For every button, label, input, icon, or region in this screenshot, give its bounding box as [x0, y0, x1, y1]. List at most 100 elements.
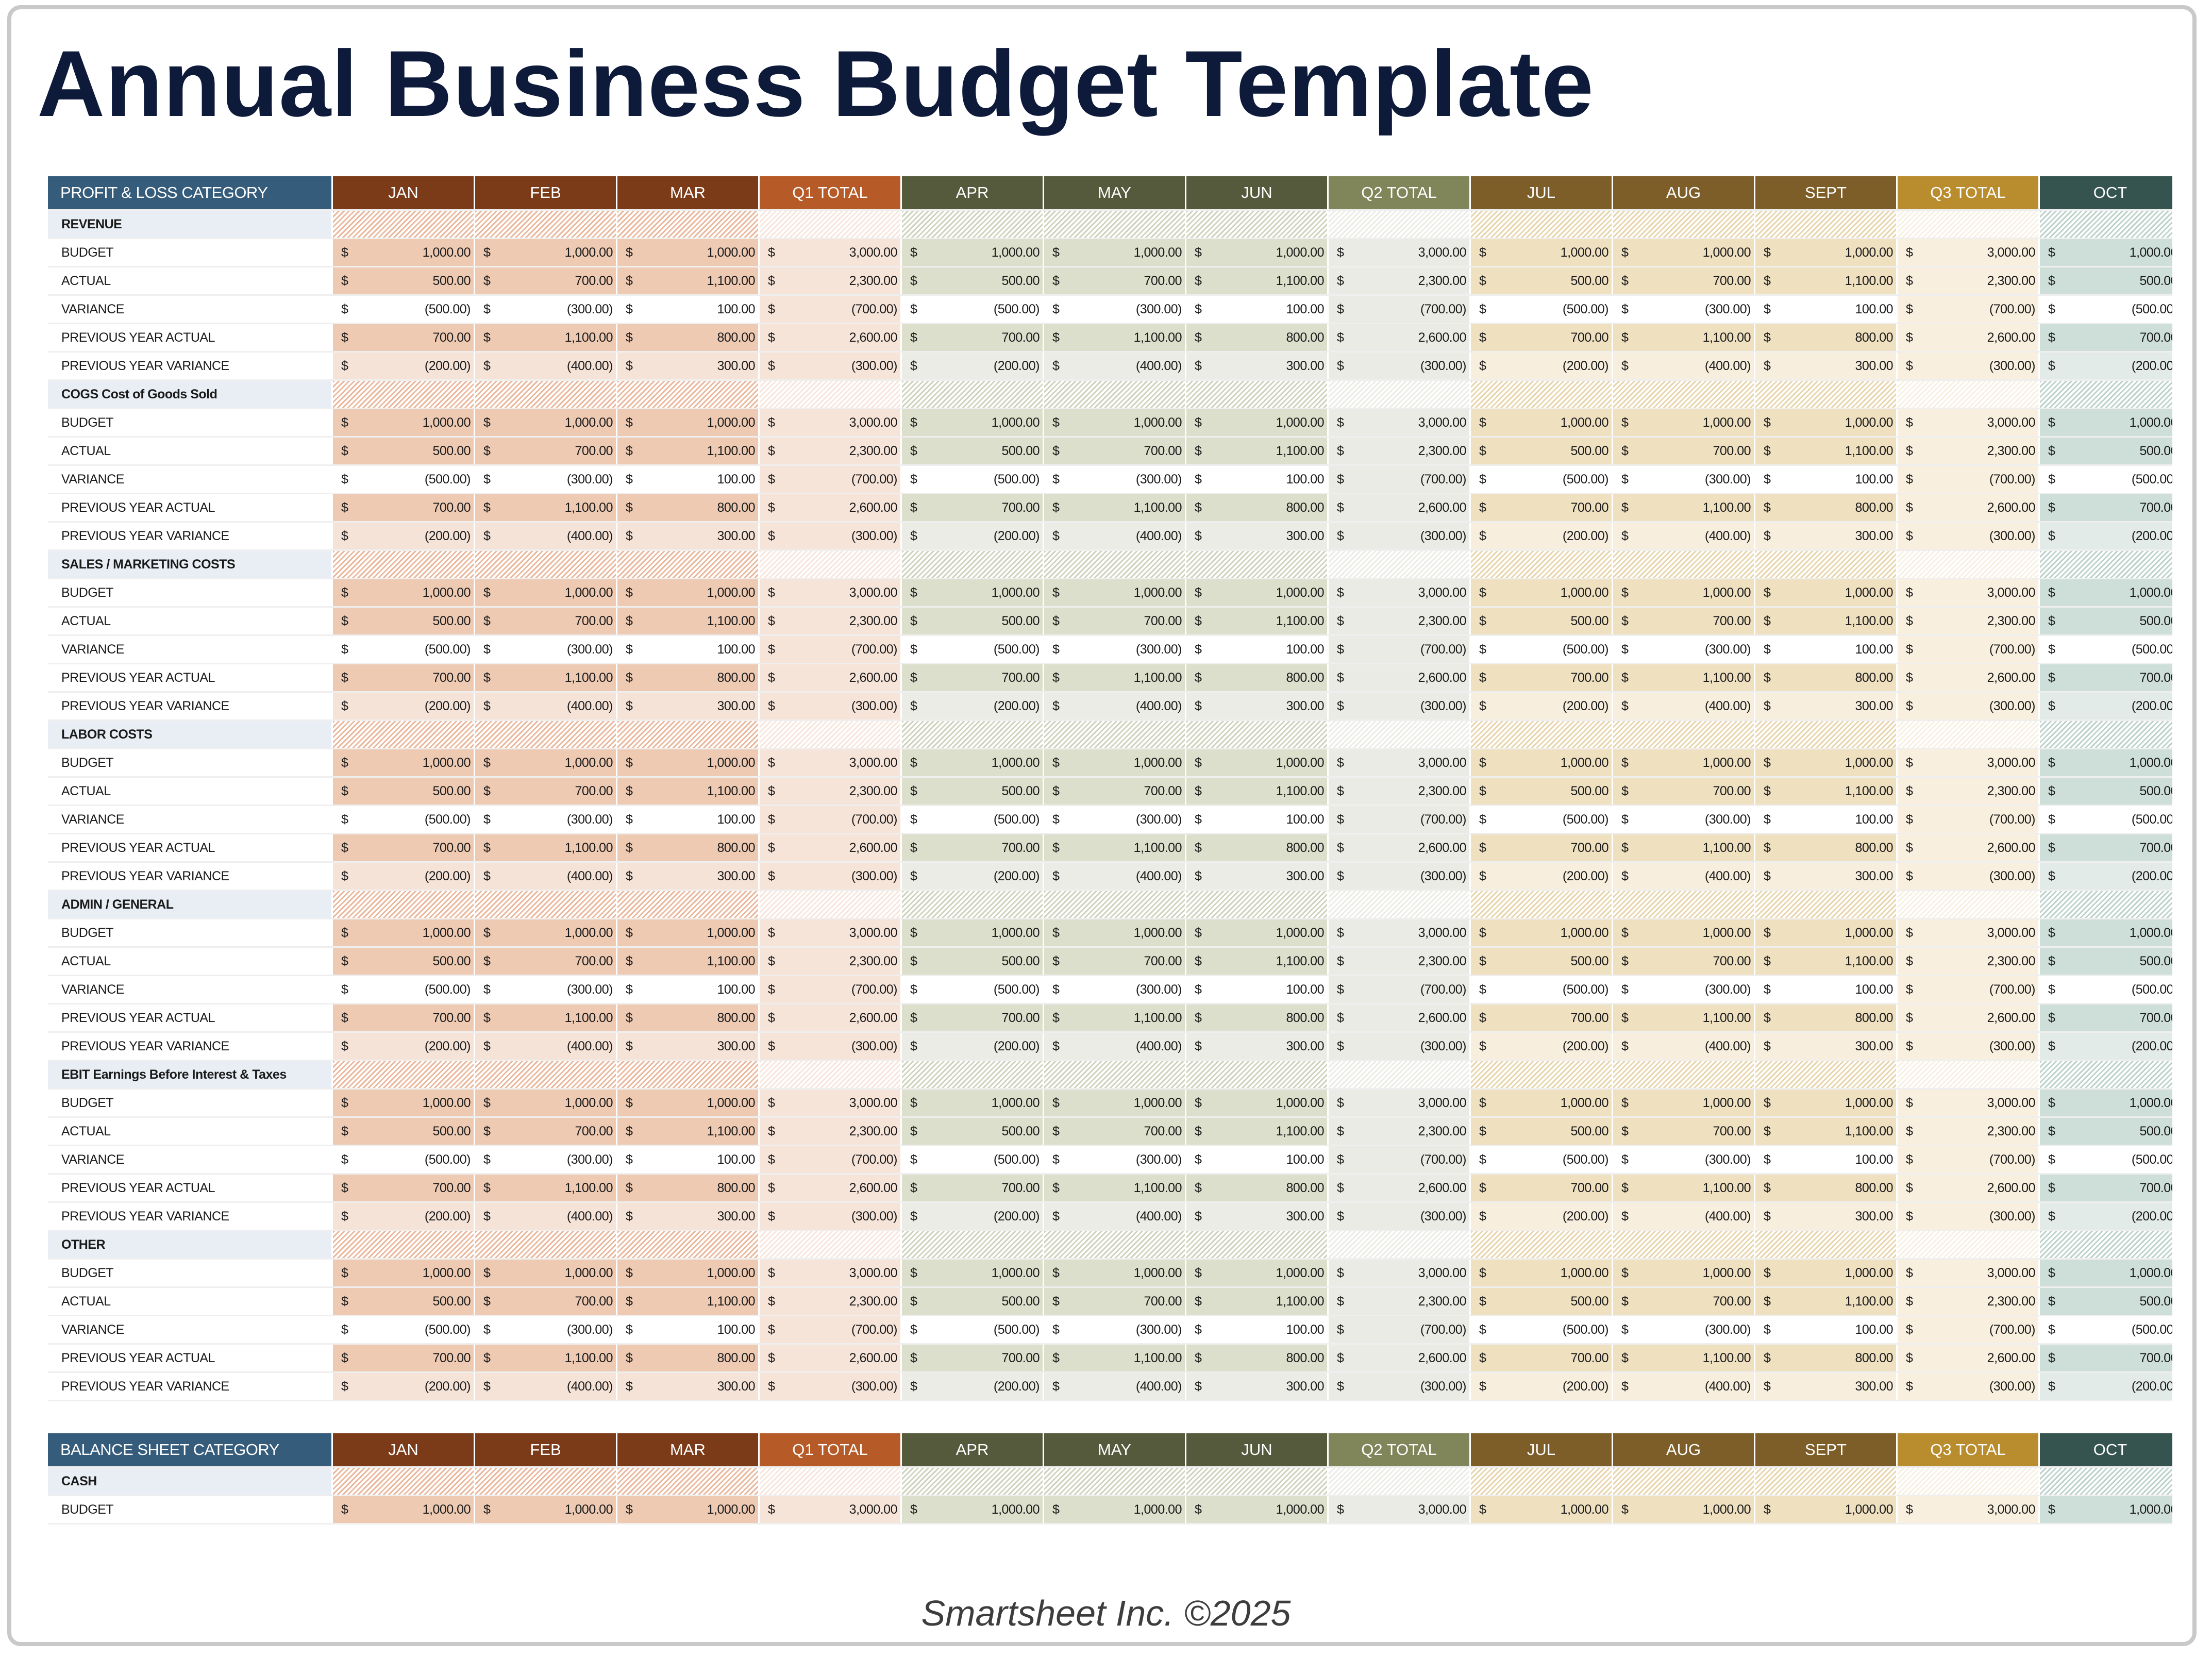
value-cell[interactable]: $2,300.00: [1898, 608, 2040, 634]
value-cell[interactable]: $700.00: [902, 1345, 1044, 1371]
value-cell[interactable]: $(500.00): [902, 806, 1044, 833]
value-cell[interactable]: $ (400.00): [1044, 1373, 1186, 1400]
value-cell[interactable]: $(200.00): [902, 1033, 1044, 1060]
value-cell[interactable]: $100.00: [617, 296, 760, 323]
value-cell[interactable]: $1,000.00: [1044, 239, 1186, 266]
value-cell[interactable]: $1,000.00: [617, 579, 760, 606]
value-cell[interactable]: $1,100.00: [475, 664, 617, 691]
value-cell[interactable]: $2,300.00: [760, 438, 902, 464]
value-cell[interactable]: $ (400.00): [475, 863, 617, 890]
value-cell[interactable]: $800.00: [617, 1004, 760, 1031]
value-cell[interactable]: $1,100.00: [617, 608, 760, 634]
value-cell[interactable]: $700.00: [902, 664, 1044, 691]
value-cell[interactable]: $800.00: [617, 834, 760, 861]
value-cell[interactable]: $500.00: [333, 267, 475, 294]
value-cell[interactable]: $1,000.00: [475, 239, 617, 266]
value-cell[interactable]: $100.00: [617, 976, 760, 1003]
value-cell[interactable]: $1,000.00: [1613, 749, 1755, 776]
value-cell[interactable]: $700.00: [475, 438, 617, 464]
value-cell[interactable]: $1,000.00: [1755, 919, 1898, 946]
value-cell[interactable]: $(500.00): [902, 1316, 1044, 1343]
value-cell[interactable]: $2,300.00: [1329, 438, 1471, 464]
value-cell[interactable]: $ (300.00): [1898, 693, 2040, 719]
value-cell[interactable]: $2,300.00: [1898, 778, 2040, 805]
value-cell[interactable]: $100.00: [1755, 466, 1898, 493]
value-cell[interactable]: $700.00: [333, 664, 475, 691]
value-cell[interactable]: $ (300.00): [475, 806, 617, 833]
value-cell[interactable]: $(200.00): [333, 523, 475, 549]
value-cell[interactable]: $800.00: [1755, 834, 1898, 861]
value-cell[interactable]: $300.00: [1186, 1203, 1329, 1230]
value-cell[interactable]: $3,000.00: [1329, 919, 1471, 946]
value-cell[interactable]: $2,600.00: [1329, 1345, 1471, 1371]
value-cell[interactable]: $700.00: [2040, 494, 2172, 521]
value-cell[interactable]: $2,600.00: [1898, 494, 2040, 521]
value-cell[interactable]: $ (700.00): [760, 636, 902, 663]
value-cell[interactable]: $100.00: [1755, 636, 1898, 663]
value-cell[interactable]: $(500.00): [2040, 636, 2172, 663]
value-cell[interactable]: $1,000.00: [333, 239, 475, 266]
value-cell[interactable]: $800.00: [617, 1345, 760, 1371]
value-cell[interactable]: $300.00: [1186, 1033, 1329, 1060]
value-cell[interactable]: $ (300.00): [1329, 1373, 1471, 1400]
value-cell[interactable]: $1,000.00: [2040, 1260, 2172, 1286]
value-cell[interactable]: $800.00: [1186, 494, 1329, 521]
value-cell[interactable]: $ (400.00): [475, 1033, 617, 1060]
value-cell[interactable]: $(500.00): [902, 466, 1044, 493]
value-cell[interactable]: $300.00: [617, 693, 760, 719]
value-cell[interactable]: $2,600.00: [1329, 664, 1471, 691]
value-cell[interactable]: $800.00: [1755, 494, 1898, 521]
value-cell[interactable]: $ (700.00): [1898, 1316, 2040, 1343]
value-cell[interactable]: $700.00: [1613, 1288, 1755, 1315]
value-cell[interactable]: $2,600.00: [1898, 834, 2040, 861]
value-cell[interactable]: $800.00: [617, 664, 760, 691]
value-cell[interactable]: $500.00: [333, 778, 475, 805]
value-cell[interactable]: $1,100.00: [617, 948, 760, 975]
value-cell[interactable]: $1,100.00: [1186, 608, 1329, 634]
value-cell[interactable]: $500.00: [333, 948, 475, 975]
value-cell[interactable]: $800.00: [1186, 1175, 1329, 1201]
value-cell[interactable]: $1,000.00: [1471, 1496, 1613, 1523]
value-cell[interactable]: $ (300.00): [1044, 806, 1186, 833]
value-cell[interactable]: $ (300.00): [475, 1316, 617, 1343]
value-cell[interactable]: $1,000.00: [902, 749, 1044, 776]
value-cell[interactable]: $ (300.00): [1613, 1316, 1755, 1343]
value-cell[interactable]: $1,100.00: [1755, 1288, 1898, 1315]
value-cell[interactable]: $700.00: [475, 778, 617, 805]
value-cell[interactable]: $ (700.00): [1898, 806, 2040, 833]
value-cell[interactable]: $3,000.00: [1329, 1090, 1471, 1116]
value-cell[interactable]: $1,100.00: [1186, 778, 1329, 805]
value-cell[interactable]: $ (400.00): [475, 523, 617, 549]
value-cell[interactable]: $1,000.00: [902, 919, 1044, 946]
value-cell[interactable]: $1,100.00: [475, 1175, 617, 1201]
value-cell[interactable]: $700.00: [1613, 608, 1755, 634]
value-cell[interactable]: $1,000.00: [902, 1260, 1044, 1286]
value-cell[interactable]: $500.00: [333, 608, 475, 634]
value-cell[interactable]: $1,000.00: [333, 1090, 475, 1116]
value-cell[interactable]: $2,600.00: [1898, 1345, 2040, 1371]
value-cell[interactable]: $2,600.00: [1329, 324, 1471, 351]
value-cell[interactable]: $300.00: [617, 1373, 760, 1400]
value-cell[interactable]: $1,100.00: [1044, 1345, 1186, 1371]
value-cell[interactable]: $ (700.00): [1329, 466, 1471, 493]
value-cell[interactable]: $1,100.00: [1755, 267, 1898, 294]
value-cell[interactable]: $ (300.00): [1898, 1033, 2040, 1060]
value-cell[interactable]: $(200.00): [902, 1203, 1044, 1230]
value-cell[interactable]: $2,600.00: [760, 834, 902, 861]
value-cell[interactable]: $1,100.00: [1186, 438, 1329, 464]
value-cell[interactable]: $700.00: [475, 948, 617, 975]
value-cell[interactable]: $2,300.00: [1898, 1118, 2040, 1145]
value-cell[interactable]: $700.00: [333, 1175, 475, 1201]
value-cell[interactable]: $1,100.00: [1613, 1004, 1755, 1031]
value-cell[interactable]: $ (400.00): [1044, 863, 1186, 890]
value-cell[interactable]: $ (300.00): [1329, 1033, 1471, 1060]
value-cell[interactable]: $3,000.00: [760, 749, 902, 776]
value-cell[interactable]: $ (300.00): [1898, 523, 2040, 549]
value-cell[interactable]: $1,000.00: [617, 239, 760, 266]
value-cell[interactable]: $1,000.00: [475, 1496, 617, 1523]
value-cell[interactable]: $700.00: [1044, 438, 1186, 464]
value-cell[interactable]: $500.00: [1471, 1288, 1613, 1315]
value-cell[interactable]: $700.00: [1044, 948, 1186, 975]
value-cell[interactable]: $1,000.00: [1755, 1496, 1898, 1523]
value-cell[interactable]: $500.00: [902, 1288, 1044, 1315]
